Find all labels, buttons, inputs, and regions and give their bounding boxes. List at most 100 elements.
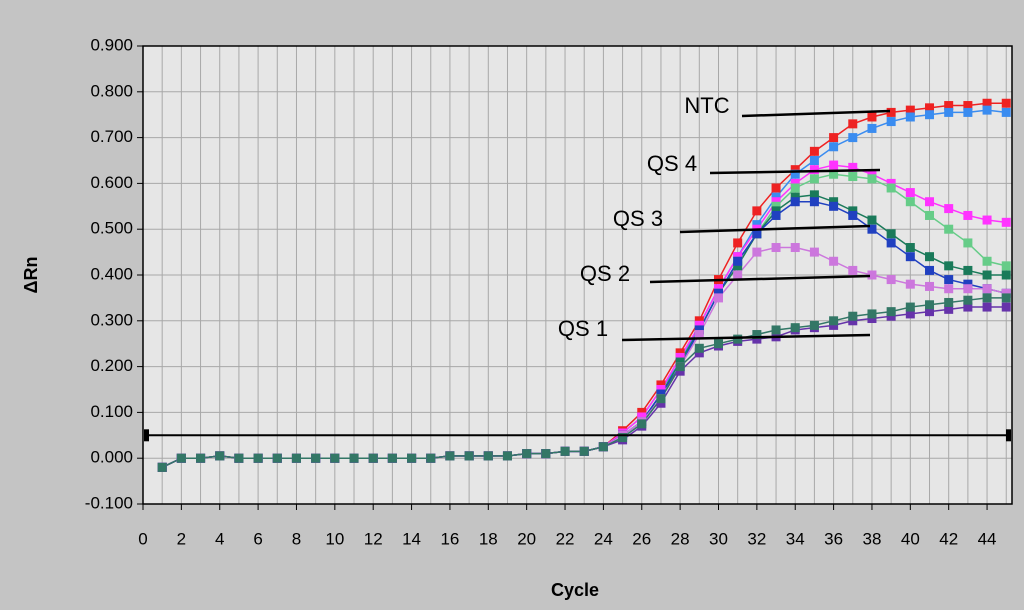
data-point	[656, 385, 666, 394]
data-point	[982, 98, 992, 108]
data-point	[637, 407, 647, 417]
data-point	[752, 247, 762, 257]
data-point	[867, 270, 877, 280]
data-point	[790, 183, 800, 193]
data-point	[675, 352, 685, 362]
y-tick-label: 0.000	[90, 448, 133, 467]
data-point	[848, 210, 858, 220]
data-point	[963, 295, 973, 305]
data-point	[291, 453, 301, 463]
data-point	[829, 142, 839, 152]
data-point	[752, 220, 762, 230]
data-point	[944, 261, 954, 271]
data-point	[790, 165, 800, 175]
data-point	[905, 309, 915, 319]
data-point	[733, 261, 743, 271]
data-point	[809, 320, 819, 330]
annotation: NTC	[684, 93, 729, 118]
data-point	[253, 453, 263, 463]
data-point	[1001, 270, 1011, 280]
data-point	[829, 133, 839, 143]
data-point	[886, 275, 896, 285]
data-point	[1001, 217, 1011, 227]
x-tick-label: 22	[556, 529, 575, 548]
x-tick-label: 20	[517, 529, 536, 548]
annotation-leader	[709, 168, 881, 175]
data-point	[925, 197, 935, 207]
data-point	[790, 197, 800, 207]
data-point	[925, 265, 935, 275]
data-point	[867, 314, 877, 324]
data-point	[733, 334, 743, 344]
data-point	[848, 119, 858, 129]
grid	[143, 45, 1012, 505]
data-point	[829, 160, 839, 170]
data-point	[829, 201, 839, 211]
data-point	[694, 343, 704, 353]
x-tick-label: 36	[824, 529, 843, 548]
data-point	[426, 453, 436, 463]
data-point	[234, 453, 244, 463]
data-point	[733, 270, 743, 280]
data-point	[944, 224, 954, 234]
x-tick-label: 40	[901, 529, 920, 548]
threshold-cap	[144, 429, 149, 442]
data-point	[848, 206, 858, 216]
data-point	[944, 101, 954, 111]
data-point	[963, 238, 973, 248]
data-point	[867, 215, 877, 225]
data-point	[675, 348, 685, 358]
data-point	[905, 188, 915, 198]
data-point	[694, 320, 704, 330]
marks	[157, 98, 1011, 472]
data-point	[1001, 293, 1011, 303]
y-tick-label: 0.900	[90, 35, 133, 54]
data-point	[1001, 107, 1011, 117]
data-point	[771, 192, 781, 202]
data-point	[157, 462, 167, 472]
data-point	[809, 156, 819, 165]
data-point	[483, 451, 493, 461]
data-point	[771, 201, 781, 211]
annotation-leader	[741, 109, 891, 118]
data-point	[675, 362, 685, 372]
data-point	[713, 293, 723, 303]
data-point	[905, 197, 915, 207]
data-point	[771, 206, 781, 216]
data-point	[809, 146, 819, 156]
data-point	[905, 252, 915, 262]
x-tick-label: 44	[978, 529, 997, 548]
data-point	[944, 284, 954, 294]
data-point	[848, 172, 858, 182]
data-point	[1001, 288, 1011, 298]
data-point	[886, 229, 896, 239]
data-point	[963, 107, 973, 117]
data-point	[790, 323, 800, 333]
data-point	[867, 224, 877, 234]
data-point	[560, 446, 570, 456]
data-point	[790, 243, 800, 253]
data-point	[790, 192, 800, 202]
y-tick-label: 0.500	[90, 219, 133, 238]
data-point	[925, 307, 935, 317]
data-point	[387, 453, 397, 463]
data-point	[944, 275, 954, 285]
data-point	[656, 398, 666, 408]
x-tick-label: 12	[364, 529, 383, 548]
data-point	[886, 307, 896, 317]
data-point	[502, 451, 512, 461]
data-point	[790, 178, 800, 188]
data-point	[752, 206, 762, 216]
threshold-cap	[1006, 429, 1011, 442]
x-tick-label: 10	[325, 529, 344, 548]
data-point	[905, 302, 915, 312]
data-point	[925, 110, 935, 120]
data-point	[598, 442, 608, 452]
data-point	[694, 348, 704, 358]
data-point	[867, 112, 877, 122]
data-point	[963, 101, 973, 111]
data-point	[752, 229, 762, 239]
data-point	[771, 210, 781, 220]
data-point	[886, 117, 896, 127]
data-point	[407, 453, 417, 463]
